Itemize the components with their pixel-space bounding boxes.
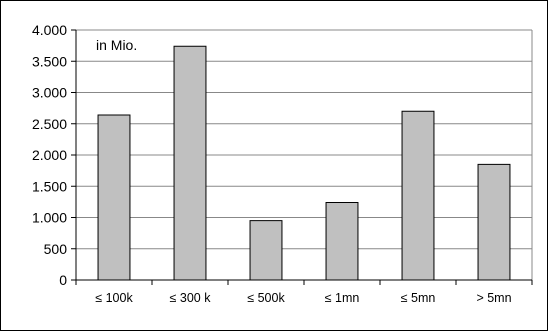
y-tick-label: 1.500 — [32, 178, 67, 194]
y-tick-label: 500 — [44, 241, 68, 257]
bar — [477, 163, 511, 281]
y-tick-label: 1.000 — [32, 210, 67, 226]
x-tick-labels: ≤ 100k ≤ 300 k ≤ 500k ≤ 1mn ≤ 5mn > 5mn — [95, 291, 511, 305]
x-tick-label: ≤ 300 k — [170, 291, 212, 305]
y-tick-labels: 0 500 1.000 1.500 2.000 2.500 3.000 3.500 4.000 — [32, 22, 67, 288]
bar — [173, 45, 207, 281]
bar — [401, 110, 435, 281]
x-tick-label: ≤ 1mn — [325, 291, 360, 305]
x-tick-label: ≤ 5mn — [401, 291, 436, 305]
y-tick-label: 2.500 — [32, 116, 67, 132]
bar — [325, 202, 359, 281]
bar — [249, 220, 283, 281]
x-tick-label: ≤ 500k — [247, 291, 285, 305]
axes — [71, 29, 533, 285]
y-tick-label: 4.000 — [32, 22, 67, 38]
y-tick-label: 2.000 — [32, 147, 67, 163]
unit-note: in Mio. — [96, 37, 137, 53]
y-tick-label: 3.000 — [32, 85, 67, 101]
bar — [97, 114, 131, 281]
y-tick-label: 3.500 — [32, 53, 67, 69]
gridlines — [76, 29, 533, 280]
x-tick-label: > 5mn — [476, 291, 511, 305]
y-tick-label: 0 — [59, 272, 67, 288]
x-tick-label: ≤ 100k — [95, 291, 133, 305]
